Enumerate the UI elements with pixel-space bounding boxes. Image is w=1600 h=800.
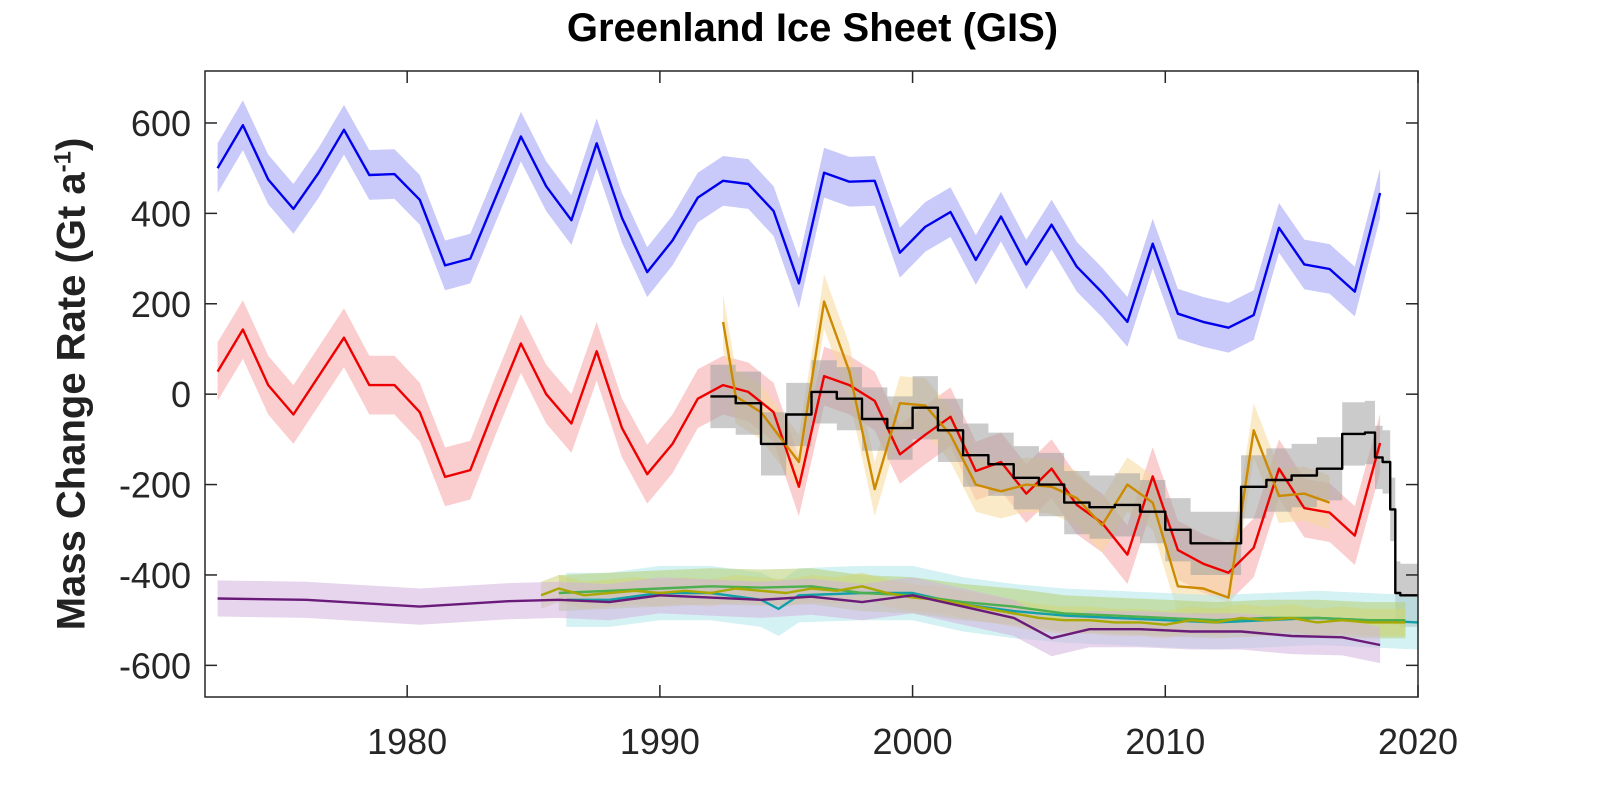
y-tick-label: -600	[119, 645, 191, 686]
y-tick-label: 200	[131, 284, 191, 325]
series-8-uncertainty-band	[217, 577, 1381, 664]
x-tick-label: 2000	[873, 721, 953, 762]
series-8-line	[217, 594, 1381, 647]
x-tick-label: 1980	[367, 721, 447, 762]
x-tick-label: 2020	[1378, 721, 1458, 762]
series-2-line	[216, 328, 1382, 574]
series-3-line	[721, 300, 1331, 599]
plot-frame	[204, 70, 1419, 698]
series-1-line	[216, 123, 1382, 329]
x-tick-label: 1990	[620, 721, 700, 762]
tick-labels: 1980 1990 2000 2010 2020 -600 -400 -200 0 200 400 6…	[119, 103, 1458, 762]
series-7-line	[540, 585, 1406, 626]
y-tick-label: -400	[119, 555, 191, 596]
y-tick-label: -200	[119, 465, 191, 506]
series-6-line	[558, 585, 1406, 622]
series-lines	[216, 123, 1419, 647]
x-tick-label: 2010	[1125, 721, 1205, 762]
uncertainty-bands	[217, 100, 1418, 664]
chart-title: Greenland Ice Sheet (GIS)	[566, 6, 1059, 50]
y-tick-label: 600	[131, 103, 191, 144]
y-tick-label: 0	[171, 374, 191, 415]
y-tick-label: 400	[131, 193, 191, 234]
axis-ticks	[205, 71, 1419, 697]
series-1-uncertainty-band	[217, 100, 1381, 353]
series-4-line	[710, 390, 1418, 597]
